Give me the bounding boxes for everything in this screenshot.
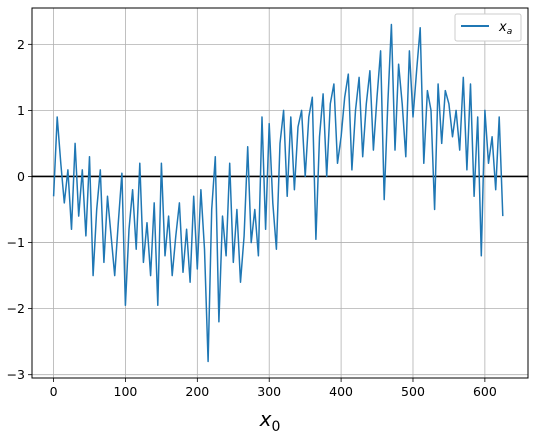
x-tick-label: 100 (114, 384, 138, 399)
y-tick-label: −1 (7, 235, 25, 250)
plot-frame (31, 7, 529, 379)
x-tick-label: 200 (185, 384, 209, 399)
y-tick-label: −2 (7, 301, 25, 316)
y-tick-label: 2 (17, 37, 25, 52)
x-axis-label: x0 (259, 407, 281, 435)
x-tick-label: 300 (257, 384, 281, 399)
x-tick-label: 400 (329, 384, 353, 399)
y-tick-label: 0 (17, 169, 25, 184)
legend-box (454, 13, 522, 42)
x-tick-label: 600 (473, 384, 497, 399)
y-tick-label: −3 (7, 367, 25, 382)
series-xa-line (52, 23, 504, 363)
legend: xa (454, 13, 522, 42)
x-tick-label: 500 (401, 384, 425, 399)
y-tick-label: 1 (17, 103, 25, 118)
grid-lines (32, 8, 528, 378)
x-tick-label: 0 (50, 384, 58, 399)
axis-ticks: 0 100 200 300 400 500 600 −3 −2 −1 0 1 2 (7, 37, 497, 399)
legend-label-xa: xa (498, 20, 512, 37)
